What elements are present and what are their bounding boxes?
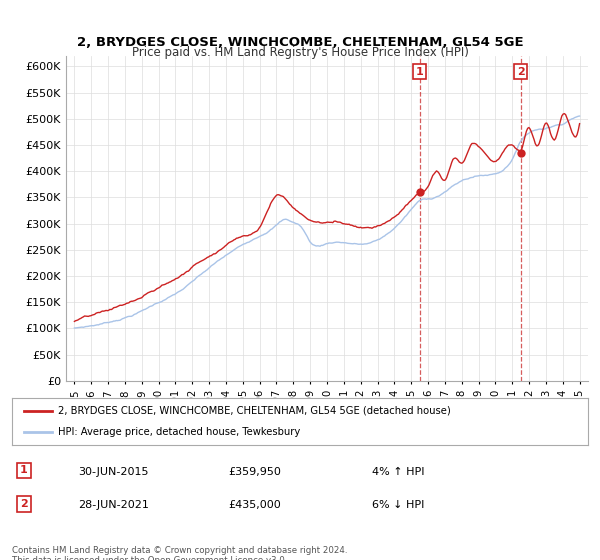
Text: Price paid vs. HM Land Registry's House Price Index (HPI): Price paid vs. HM Land Registry's House … (131, 46, 469, 59)
Text: Contains HM Land Registry data © Crown copyright and database right 2024.
This d: Contains HM Land Registry data © Crown c… (12, 546, 347, 560)
Text: 1: 1 (416, 67, 424, 77)
Text: 30-JUN-2015: 30-JUN-2015 (78, 466, 149, 477)
Text: 2, BRYDGES CLOSE, WINCHCOMBE, CHELTENHAM, GL54 5GE: 2, BRYDGES CLOSE, WINCHCOMBE, CHELTENHAM… (77, 35, 523, 49)
Text: £359,950: £359,950 (228, 466, 281, 477)
Text: 2, BRYDGES CLOSE, WINCHCOMBE, CHELTENHAM, GL54 5GE (detached house): 2, BRYDGES CLOSE, WINCHCOMBE, CHELTENHAM… (58, 406, 451, 416)
Text: £435,000: £435,000 (228, 500, 281, 510)
Text: 4% ↑ HPI: 4% ↑ HPI (372, 466, 425, 477)
Text: HPI: Average price, detached house, Tewkesbury: HPI: Average price, detached house, Tewk… (58, 427, 301, 437)
Text: 2: 2 (20, 499, 28, 509)
Text: 28-JUN-2021: 28-JUN-2021 (78, 500, 149, 510)
Text: 1: 1 (20, 465, 28, 475)
Text: 6% ↓ HPI: 6% ↓ HPI (372, 500, 424, 510)
Text: 2: 2 (517, 67, 524, 77)
